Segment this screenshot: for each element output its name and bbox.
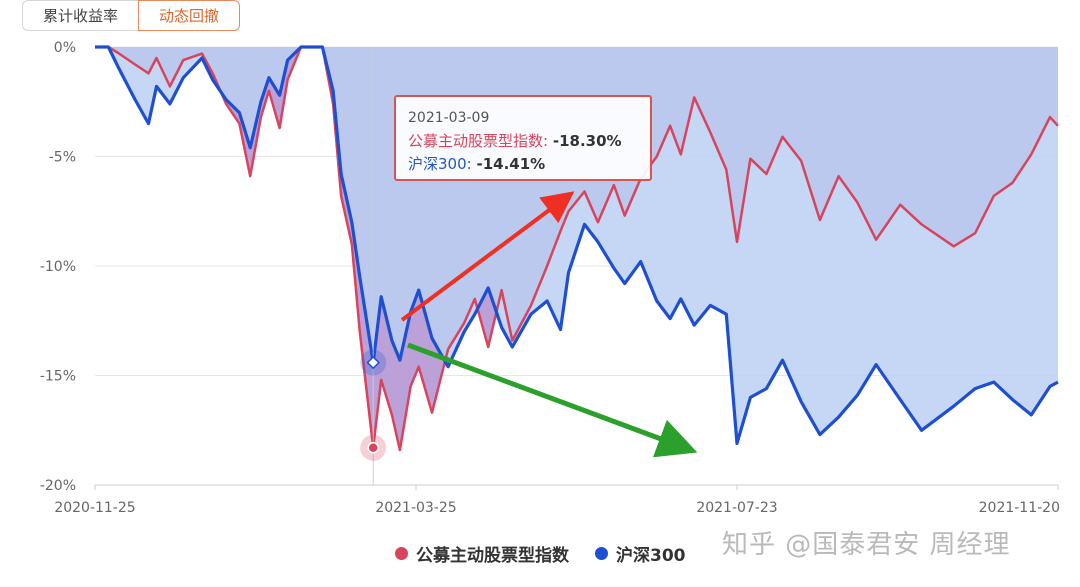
y-tick-label: -15%: [40, 369, 76, 385]
legend-dot-hs300: [595, 547, 608, 560]
tooltip-fund-label: 公募主动股票型指数:: [408, 132, 549, 150]
annotation-arrows: [400, 191, 698, 458]
tooltip-hs300-value: -14.41%: [476, 155, 546, 173]
tooltip: 2021-03-09 公募主动股票型指数: -18.30% 沪深300: -14…: [394, 95, 652, 181]
tab-bar: 累计收益率 动态回撤: [22, 0, 241, 33]
green-arrow: [407, 342, 698, 458]
x-tick-label: 2021-07-23: [696, 500, 777, 516]
watermark: 知乎 @国泰君安 周经理: [722, 530, 1011, 560]
y-tick-label: -20%: [40, 478, 76, 494]
legend-item-fund[interactable]: 公募主动股票型指数: [395, 541, 569, 566]
tooltip-row-fund: 公募主动股票型指数: -18.30%: [408, 130, 638, 153]
tab-dynamic-drawdown[interactable]: 动态回撤: [138, 0, 241, 31]
tab-cumulative-return[interactable]: 累计收益率: [22, 0, 139, 31]
x-tick-label: 2021-11-20: [979, 500, 1060, 516]
line-fund: [95, 45, 1059, 452]
y-tick-label: -10%: [40, 259, 76, 275]
tooltip-hs300-label: 沪深300:: [408, 155, 472, 173]
y-tick-label: 0%: [54, 40, 76, 56]
tooltip-date: 2021-03-09: [408, 110, 490, 126]
y-tick-label: -5%: [49, 150, 76, 166]
axes: 0% -5% -10% -15% -20% 2020-11-25 2021-03-25 202…: [40, 40, 1060, 516]
legend-label-fund: 公募主动股票型指数: [416, 546, 569, 566]
tooltip-fund-value: -18.30%: [552, 132, 622, 150]
legend-dot-fund: [395, 547, 408, 560]
legend-item-hs300[interactable]: 沪深300: [595, 541, 686, 566]
red-arrow: [400, 191, 575, 322]
x-tick-label: 2021-03-25: [375, 500, 456, 516]
line-hs300: [95, 45, 1059, 445]
highlight-point-fund: [367, 442, 379, 454]
x-tick-label: 2020-11-25: [54, 500, 135, 516]
tooltip-row-hs300: 沪深300: -14.41%: [408, 153, 638, 176]
highlight-point-hs300: [366, 355, 380, 370]
legend: 公募主动股票型指数 沪深300: [395, 541, 712, 566]
highlight-markers: [360, 47, 387, 485]
series-lines: [95, 45, 1059, 452]
legend-label-hs300: 沪深300: [616, 546, 686, 566]
